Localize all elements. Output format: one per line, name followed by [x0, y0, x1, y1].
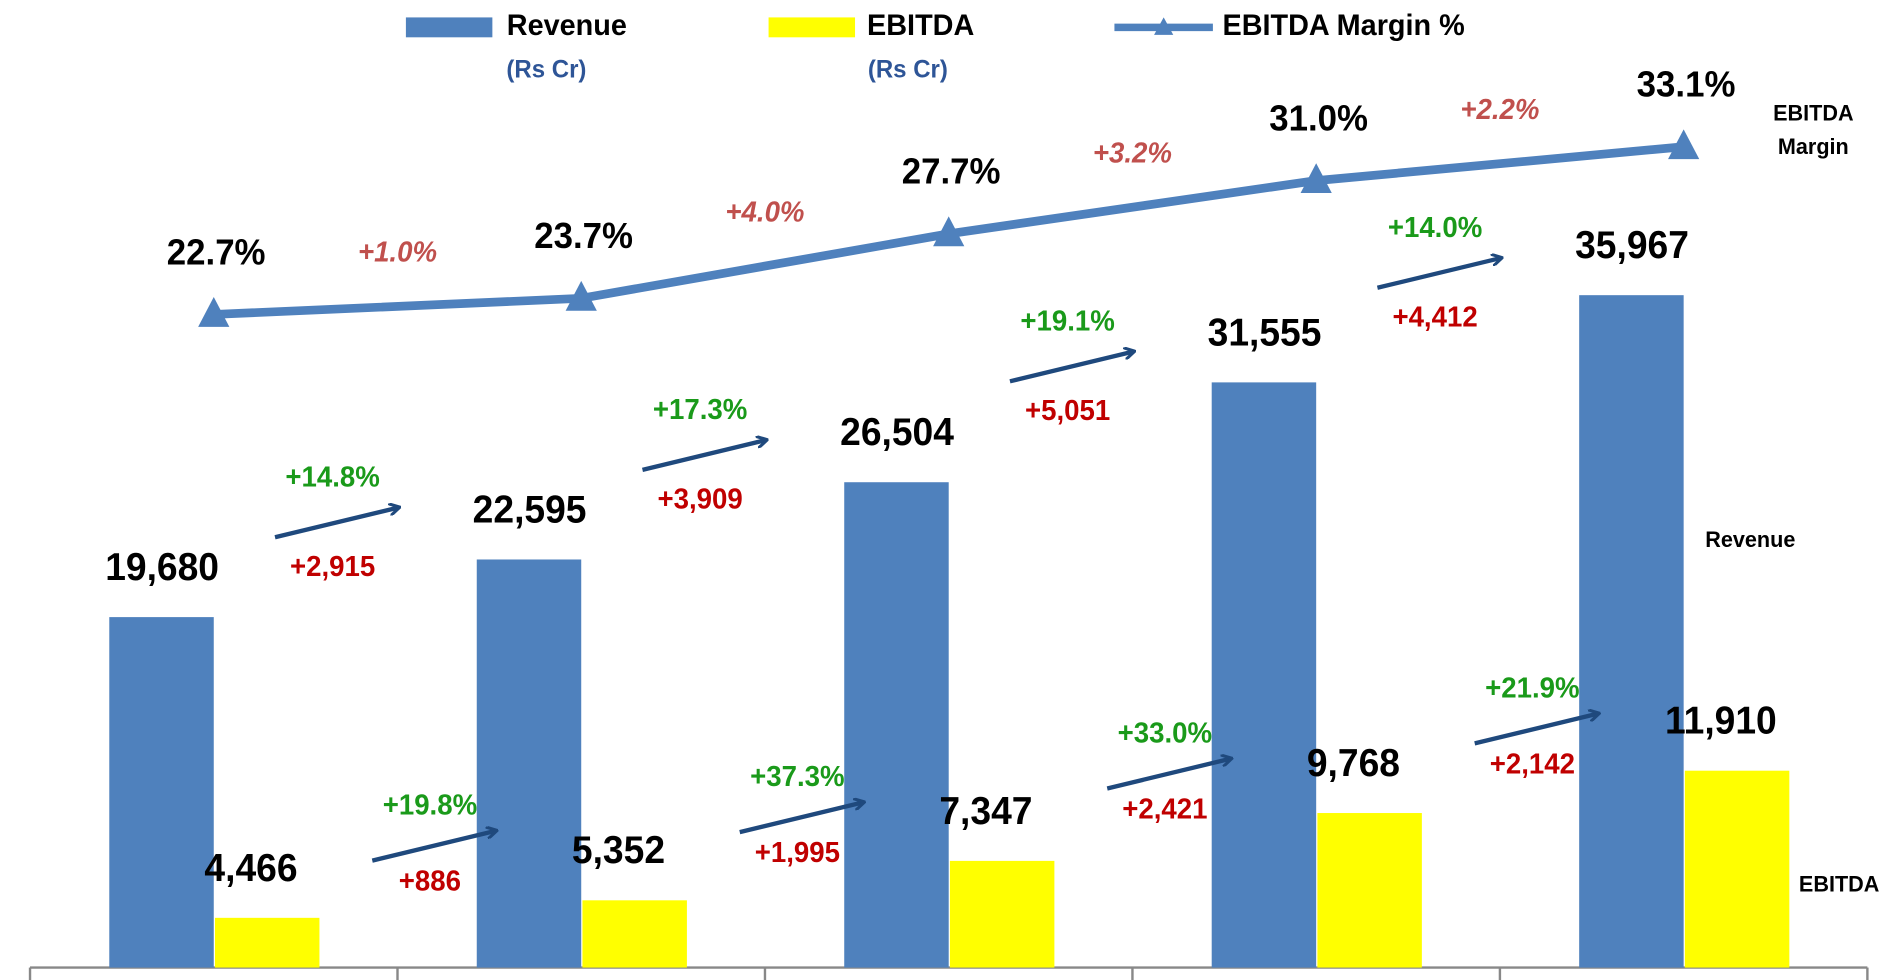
growth-amount: +5,051: [1025, 395, 1110, 427]
growth-percent: +19.1%: [1020, 305, 1114, 337]
growth-percent: +17.3%: [653, 394, 747, 426]
revenue-side-label: Revenue: [1705, 527, 1795, 552]
margin-marker: [198, 297, 230, 327]
growth-amount: +1,995: [755, 837, 840, 869]
margin-change: +2.2%: [1460, 94, 1539, 126]
growth-arrow: [1106, 759, 1231, 791]
margin-side-label: EBITDA Margin: [1773, 100, 1854, 160]
bar-value-label: 4,466: [204, 847, 297, 890]
legend-swatch: [405, 17, 493, 38]
category-dividers: [28, 967, 1869, 980]
bar-value-label: 11,910: [1665, 700, 1777, 743]
bar: [109, 617, 214, 968]
growth-amount: +3,909: [658, 483, 743, 515]
growth-arrow: [1474, 714, 1599, 746]
growth-arrow: [739, 802, 864, 835]
margin-marker: [933, 216, 965, 247]
legend-label: Revenue: [507, 9, 627, 43]
bar: [214, 917, 320, 968]
growth-percent: +14.8%: [285, 461, 379, 493]
growth-amount: +2,915: [290, 551, 375, 583]
margin-change: +1.0%: [358, 236, 437, 268]
growth-arrow: [1376, 258, 1501, 290]
legend-unit: (Rs Cr): [506, 56, 586, 83]
bar: [1317, 813, 1422, 968]
margin-marker: [1668, 129, 1700, 160]
bar-value-label: 22,595: [473, 489, 587, 532]
legend-swatch: [768, 17, 856, 38]
bar: [844, 482, 949, 968]
growth-arrow: [1009, 351, 1134, 384]
margin-value-label: 22.7%: [167, 232, 266, 273]
bar-value-label: 19,680: [105, 546, 219, 589]
bar-value-label: 7,347: [939, 790, 1032, 833]
legend-label: EBITDA Margin %: [1223, 9, 1465, 43]
margin-value-label: 27.7%: [902, 151, 1001, 192]
legend-unit: (Rs Cr): [868, 56, 948, 83]
bar: [949, 860, 1055, 968]
ebitda-side-label: EBITDA: [1799, 871, 1880, 896]
growth-arrow: [642, 440, 766, 472]
bar: [1579, 295, 1684, 968]
bar: [582, 900, 687, 968]
growth-arrow: [371, 831, 496, 863]
legend-label: EBITDA: [867, 9, 974, 43]
growth-percent: +19.8%: [383, 789, 477, 821]
bar-value-label: 31,555: [1208, 312, 1322, 355]
bar-value-label: 26,504: [840, 412, 954, 455]
margin-value-label: 31.0%: [1269, 98, 1368, 139]
growth-percent: +21.9%: [1485, 672, 1579, 704]
bar-value-label: 5,352: [572, 830, 665, 873]
growth-percent: +33.0%: [1118, 717, 1212, 749]
bar: [476, 559, 582, 968]
margin-marker: [565, 280, 597, 311]
margin-change: +4.0%: [725, 196, 804, 228]
legend-marker: [1154, 17, 1174, 35]
growth-amount: +886: [399, 865, 461, 897]
growth-percent: +14.0%: [1388, 211, 1482, 243]
margin-value-label: 23.7%: [534, 216, 633, 257]
growth-amount: +4,412: [1392, 301, 1477, 333]
growth-amount: +2,421: [1122, 793, 1207, 825]
margin-marker: [1300, 163, 1332, 194]
margin-side-label-box: EBITDA Margin: [1773, 100, 1854, 160]
growth-percent: +37.3%: [750, 761, 844, 793]
growth-arrow: [274, 507, 399, 540]
bar-value-label: 9,768: [1307, 742, 1400, 785]
bar-value-label: 35,967: [1575, 225, 1689, 268]
margin-value-label: 33.1%: [1637, 64, 1736, 105]
margin-change: +3.2%: [1093, 137, 1172, 169]
bar: [1684, 770, 1790, 968]
growth-amount: +2,142: [1490, 748, 1575, 780]
bar: [1211, 382, 1317, 968]
